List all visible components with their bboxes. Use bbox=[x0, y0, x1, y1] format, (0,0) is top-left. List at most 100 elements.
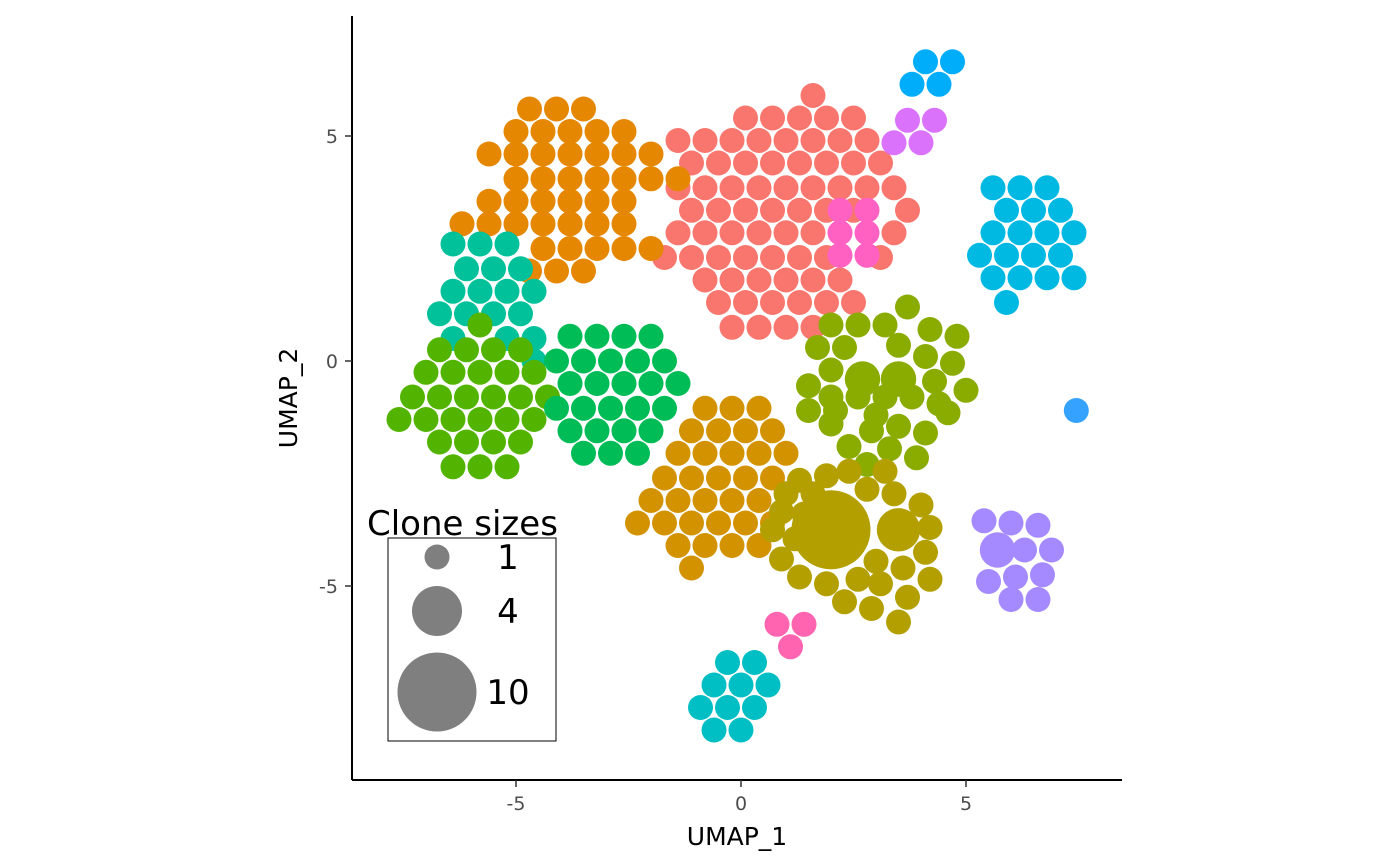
clone-point bbox=[508, 301, 533, 327]
clone-point bbox=[800, 128, 826, 153]
clone-point bbox=[1012, 537, 1037, 563]
clone-point bbox=[796, 398, 821, 423]
clone-point bbox=[530, 188, 556, 214]
clone-point bbox=[508, 384, 533, 410]
clone-point bbox=[557, 188, 583, 214]
clone-point bbox=[679, 245, 704, 270]
clone-point bbox=[598, 395, 623, 421]
clone-point bbox=[688, 695, 713, 720]
clone-point bbox=[467, 359, 493, 385]
clone-point bbox=[413, 359, 439, 385]
clone-point bbox=[625, 510, 650, 536]
clone-point bbox=[728, 717, 754, 743]
clone-point bbox=[796, 373, 821, 399]
clone-point bbox=[760, 245, 785, 270]
clone-point bbox=[746, 314, 772, 340]
clone-point bbox=[692, 440, 718, 466]
clone-point bbox=[719, 267, 745, 293]
clone-point bbox=[454, 256, 479, 282]
clone-point bbox=[494, 278, 520, 304]
clone-point bbox=[692, 395, 718, 421]
clone-point bbox=[679, 465, 704, 491]
clone-point-large bbox=[876, 508, 921, 552]
clone-point bbox=[706, 197, 731, 223]
clone-point bbox=[584, 236, 610, 261]
clone-point bbox=[530, 119, 556, 144]
clone-point bbox=[917, 515, 943, 540]
clone-point bbox=[881, 130, 907, 156]
legend-size-key bbox=[412, 586, 462, 636]
clone-point bbox=[868, 571, 893, 597]
clone-point bbox=[449, 211, 475, 237]
x-tick-label: 5 bbox=[960, 793, 972, 815]
clone-point bbox=[922, 368, 947, 394]
clone-point bbox=[1025, 512, 1051, 538]
clone-point bbox=[917, 566, 943, 592]
clone-point bbox=[584, 418, 610, 444]
clone-point bbox=[386, 407, 412, 432]
clone-point bbox=[692, 267, 718, 293]
clone-point bbox=[427, 429, 452, 455]
clone-point bbox=[715, 650, 740, 675]
clone-point bbox=[755, 672, 781, 698]
clone-point bbox=[571, 395, 596, 421]
clone-point bbox=[787, 197, 812, 223]
clone-point bbox=[800, 175, 826, 201]
clone-point bbox=[827, 220, 853, 246]
clone-point bbox=[859, 596, 884, 621]
clone-point bbox=[530, 166, 556, 192]
clone-point bbox=[998, 587, 1024, 612]
clone-point bbox=[584, 119, 610, 144]
clone-point bbox=[841, 150, 866, 176]
clone-point bbox=[467, 407, 493, 432]
clone-point bbox=[719, 175, 745, 201]
clone-point bbox=[814, 463, 839, 489]
clone-point bbox=[881, 175, 907, 201]
y-tick-label: -5 bbox=[319, 576, 338, 598]
clone-point bbox=[1021, 197, 1046, 223]
clone-point bbox=[598, 348, 623, 374]
y-tick-label: 5 bbox=[326, 126, 338, 148]
clone-point bbox=[787, 150, 812, 176]
clone-point bbox=[503, 211, 529, 237]
clone-point bbox=[760, 197, 785, 223]
clone-point bbox=[530, 211, 556, 237]
clone-point bbox=[638, 418, 664, 444]
clone-point bbox=[841, 290, 866, 315]
clone-point bbox=[530, 141, 556, 167]
clone-point bbox=[467, 312, 493, 338]
clone-point bbox=[998, 510, 1024, 536]
clone-point bbox=[877, 436, 902, 462]
clone-point bbox=[611, 188, 637, 214]
clone-point bbox=[994, 197, 1019, 223]
clone-point bbox=[494, 359, 520, 385]
clone-point bbox=[733, 245, 758, 270]
clone-point bbox=[953, 377, 979, 403]
clone-point bbox=[769, 546, 794, 572]
clone-point bbox=[521, 359, 547, 385]
clone-point bbox=[652, 510, 677, 536]
clone-point bbox=[692, 220, 718, 246]
clone-point bbox=[827, 267, 853, 293]
clone-point bbox=[940, 49, 965, 75]
clone-point bbox=[805, 335, 830, 360]
clone-point bbox=[913, 49, 938, 75]
clone-point bbox=[679, 197, 704, 223]
clone-point bbox=[773, 440, 799, 466]
clone-point bbox=[481, 337, 506, 363]
clone-point bbox=[845, 566, 871, 592]
clone-point bbox=[814, 105, 839, 131]
clone-point bbox=[571, 348, 596, 374]
clone-point bbox=[746, 128, 772, 153]
clone-point bbox=[719, 128, 745, 153]
clone-point bbox=[665, 371, 691, 396]
clone-point bbox=[760, 517, 785, 543]
clone-point bbox=[854, 197, 880, 223]
clone-point bbox=[908, 130, 934, 156]
legend-size-key bbox=[397, 652, 477, 732]
clone-point bbox=[544, 258, 569, 284]
legend-size-label: 1 bbox=[497, 538, 519, 578]
clone-point bbox=[521, 278, 547, 304]
clone-point bbox=[895, 294, 920, 320]
